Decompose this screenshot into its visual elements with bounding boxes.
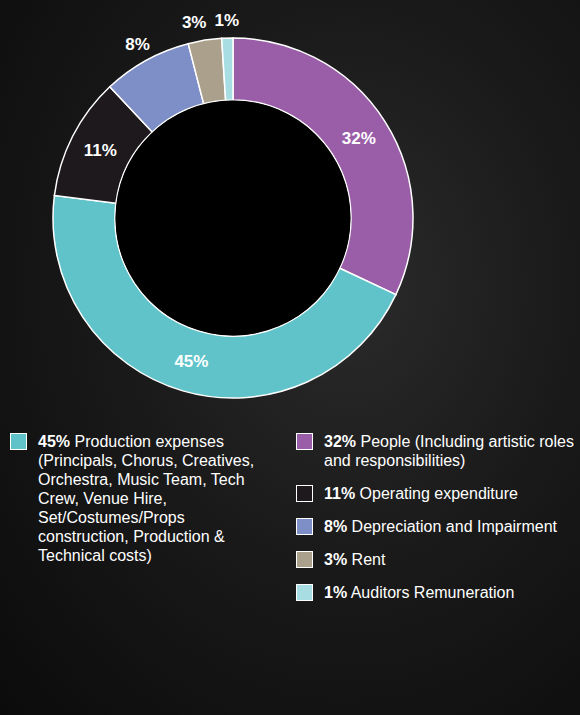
legend-text: 32% People (Including artistic roles and… bbox=[324, 432, 574, 470]
legend-label: Auditors Remuneration bbox=[351, 584, 515, 601]
legend-value: 3% bbox=[324, 551, 347, 568]
legend-swatch bbox=[296, 485, 313, 502]
legend-text: 11% Operating expenditure bbox=[324, 484, 574, 503]
legend-value: 8% bbox=[324, 518, 347, 535]
data-label: 11% bbox=[84, 141, 117, 160]
legend-label: Production expenses (Principals, Chorus,… bbox=[38, 433, 254, 564]
legend-swatch bbox=[296, 433, 313, 450]
legend-label: Operating expenditure bbox=[360, 485, 518, 502]
chart: 32% 45% 11% 8% 3% 1% bbox=[0, 0, 580, 425]
legend-text: 3% Rent bbox=[324, 550, 574, 569]
data-label: 3% bbox=[182, 13, 207, 32]
legend-label: Rent bbox=[352, 551, 386, 568]
legend-text: 45% Production expenses (Principals, Cho… bbox=[38, 432, 258, 565]
data-labels: 32% 45% 11% 8% 3% 1% bbox=[84, 11, 376, 371]
legend-label: Depreciation and Impairment bbox=[352, 518, 557, 535]
legend-value: 11% bbox=[324, 485, 355, 502]
data-label: 1% bbox=[214, 11, 239, 30]
data-label: 45% bbox=[174, 352, 208, 371]
page: {"chart_data": {"type": "donut", "catego… bbox=[0, 0, 580, 715]
legend-swatch bbox=[296, 551, 313, 568]
donut-hole bbox=[116, 101, 351, 336]
legend-value: 45% bbox=[38, 433, 70, 450]
legend-text: 1% Auditors Remuneration bbox=[324, 583, 574, 602]
data-label: 32% bbox=[342, 129, 376, 148]
legend-value: 32% bbox=[324, 433, 356, 450]
legend-text: 8% Depreciation and Impairment bbox=[324, 517, 574, 536]
slices bbox=[53, 38, 413, 398]
slice bbox=[222, 38, 233, 100]
legend-value: 1% bbox=[324, 584, 347, 601]
legend-swatch bbox=[10, 433, 27, 450]
legend-swatch bbox=[296, 518, 313, 535]
slice bbox=[188, 38, 225, 103]
legend-swatch bbox=[296, 584, 313, 601]
data-label: 8% bbox=[125, 35, 150, 54]
legend-label: People (Including artistic roles and res… bbox=[324, 433, 574, 469]
